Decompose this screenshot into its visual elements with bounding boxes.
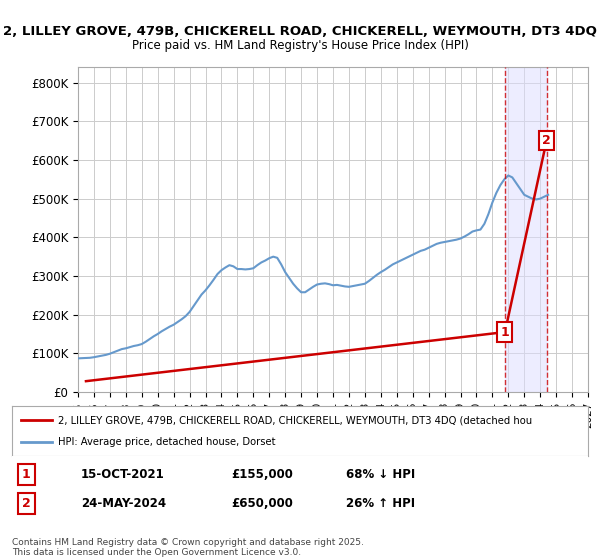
Text: 2: 2 — [22, 497, 31, 510]
Text: 68% ↓ HPI: 68% ↓ HPI — [346, 468, 415, 481]
Text: 2: 2 — [542, 134, 551, 147]
Text: 2, LILLEY GROVE, 479B, CHICKERELL ROAD, CHICKERELL, WEYMOUTH, DT3 4DQ (detached : 2, LILLEY GROVE, 479B, CHICKERELL ROAD, … — [58, 415, 532, 425]
Text: 15-OCT-2021: 15-OCT-2021 — [81, 468, 165, 481]
Text: Price paid vs. HM Land Registry's House Price Index (HPI): Price paid vs. HM Land Registry's House … — [131, 39, 469, 52]
Text: 1: 1 — [22, 468, 31, 481]
Text: £650,000: £650,000 — [231, 497, 293, 510]
Text: Contains HM Land Registry data © Crown copyright and database right 2025.
This d: Contains HM Land Registry data © Crown c… — [12, 538, 364, 557]
Text: 26% ↑ HPI: 26% ↑ HPI — [346, 497, 415, 510]
Text: £155,000: £155,000 — [231, 468, 293, 481]
Text: 2, LILLEY GROVE, 479B, CHICKERELL ROAD, CHICKERELL, WEYMOUTH, DT3 4DQ: 2, LILLEY GROVE, 479B, CHICKERELL ROAD, … — [3, 25, 597, 38]
Text: 24-MAY-2024: 24-MAY-2024 — [81, 497, 166, 510]
Text: HPI: Average price, detached house, Dorset: HPI: Average price, detached house, Dors… — [58, 437, 275, 447]
Text: 1: 1 — [500, 325, 509, 339]
Bar — [505, 67, 547, 392]
